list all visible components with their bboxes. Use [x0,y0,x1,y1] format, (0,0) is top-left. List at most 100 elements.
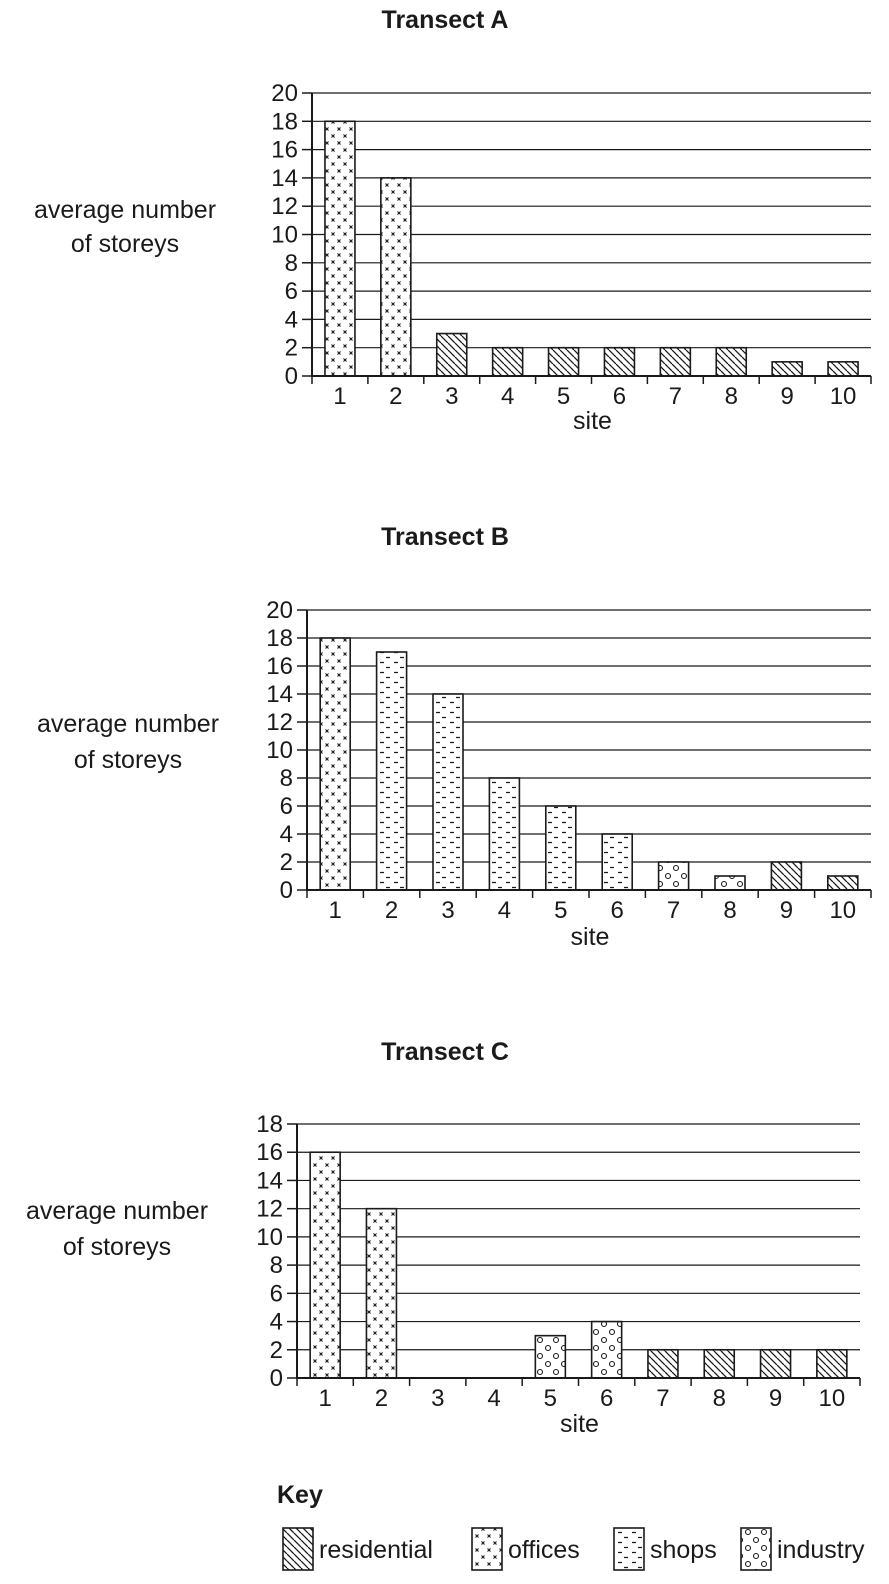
y-axis-label: of storeys [63,1233,171,1261]
x-tick-label: 7 [656,1385,669,1412]
x-tick-label: 8 [713,1385,726,1412]
legend: Key residential offices shops industry [277,1481,865,1571]
bar-site-4 [491,346,524,377]
x-tick-label: 4 [487,1385,500,1412]
y-tick-label: 20 [266,597,293,624]
y-tick-label: 8 [270,1252,283,1279]
x-tick-label: 5 [554,897,567,924]
x-tick-label: 8 [725,383,738,410]
y-tick-label: 8 [285,250,298,277]
bar-site-9 [759,1348,792,1379]
y-axis-label: average number [26,1197,208,1225]
x-tick-label: 3 [431,1385,444,1412]
x-axis-label: site [573,407,612,435]
x-tick-label: 7 [669,383,682,410]
x-tick-label: 5 [557,383,570,410]
bar-site-5 [534,1334,567,1379]
x-tick-label: 8 [723,897,736,924]
x-tick-label: 4 [501,383,514,410]
bar-site-5 [547,346,580,377]
bar-site-7 [647,1348,679,1379]
y-tick-label: 12 [266,709,293,736]
y-tick-label: 12 [256,1196,283,1223]
x-axis-label: site [571,923,610,951]
x-axis-label: site [560,1410,599,1438]
legend-swatch-industry [740,1527,772,1571]
y-tick-label: 2 [280,849,293,876]
x-tick-label: 9 [780,897,793,924]
y-tick-label: 0 [285,363,298,390]
x-tick-label: 1 [329,897,342,924]
legend-title: Key [277,1481,323,1509]
x-tick-label: 7 [667,897,680,924]
y-tick-label: 14 [266,681,293,708]
bar-site-2 [365,1207,398,1379]
x-tick-label: 10 [830,383,857,410]
x-tick-label: 3 [441,897,454,924]
x-tick-label: 1 [318,1385,331,1412]
bar-site-2 [380,177,412,377]
bar-site-2 [375,651,408,891]
y-tick-label: 16 [271,137,298,164]
y-tick-label: 0 [280,877,293,904]
x-tick-label: 4 [498,897,511,924]
bar-site-6 [601,833,634,891]
legend-label-industry: industry [777,1536,865,1564]
y-tick-label: 10 [271,222,298,249]
bar-site-10 [827,361,859,377]
x-tick-label: 5 [544,1385,557,1412]
x-tick-label: 1 [333,383,346,410]
legend-swatch-shops [613,1527,645,1571]
y-axis-label: of storeys [71,230,179,258]
bar-site-1 [309,1151,341,1379]
y-tick-label: 6 [280,793,293,820]
bar-site-10 [816,1348,848,1379]
y-tick-label: 2 [285,335,298,362]
y-tick-label: 18 [271,108,298,135]
bar-site-4 [488,777,521,891]
y-tick-label: 16 [256,1139,283,1166]
x-tick-label: 6 [600,1385,613,1412]
y-tick-label: 4 [270,1309,283,1336]
y-tick-label: 20 [271,80,298,107]
bar-site-1 [319,637,352,891]
y-tick-label: 18 [266,625,293,652]
y-tick-label: 16 [266,653,293,680]
y-tick-label: 10 [266,737,293,764]
chart-title: Transect A [382,6,509,34]
bar-site-6 [603,346,636,377]
y-tick-label: 8 [280,765,293,792]
x-tick-label: 2 [389,383,402,410]
y-tick-label: 10 [256,1224,283,1251]
x-tick-label: 10 [818,1385,845,1412]
bar-site-3 [432,693,464,891]
x-tick-label: 2 [375,1385,388,1412]
x-tick-label: 3 [445,383,458,410]
y-tick-label: 0 [270,1365,283,1392]
y-tick-label: 4 [280,821,293,848]
legend-swatch-offices [471,1527,503,1571]
chart-title: Transect C [381,1038,509,1066]
x-tick-label: 9 [769,1385,782,1412]
y-axis-label: average number [37,710,219,738]
legend-label-shops: shops [650,1536,717,1564]
bar-site-8 [714,875,746,891]
y-tick-label: 2 [270,1337,283,1364]
bar-site-1 [324,120,356,377]
y-tick-label: 18 [256,1111,283,1138]
y-tick-label: 6 [270,1280,283,1307]
bar-site-9 [771,361,803,377]
bar-site-3 [435,332,468,377]
y-tick-label: 6 [285,278,298,305]
bar-site-9 [770,861,803,891]
legend-swatch-residential [282,1527,314,1571]
bar-site-5 [544,805,577,891]
y-axis-label: average number [34,196,216,224]
bar-site-10 [826,875,859,891]
legend-label-residential: residential [319,1536,433,1564]
bar-site-8 [715,346,748,377]
legend-label-offices: offices [508,1536,580,1564]
bar-site-6 [590,1320,623,1379]
